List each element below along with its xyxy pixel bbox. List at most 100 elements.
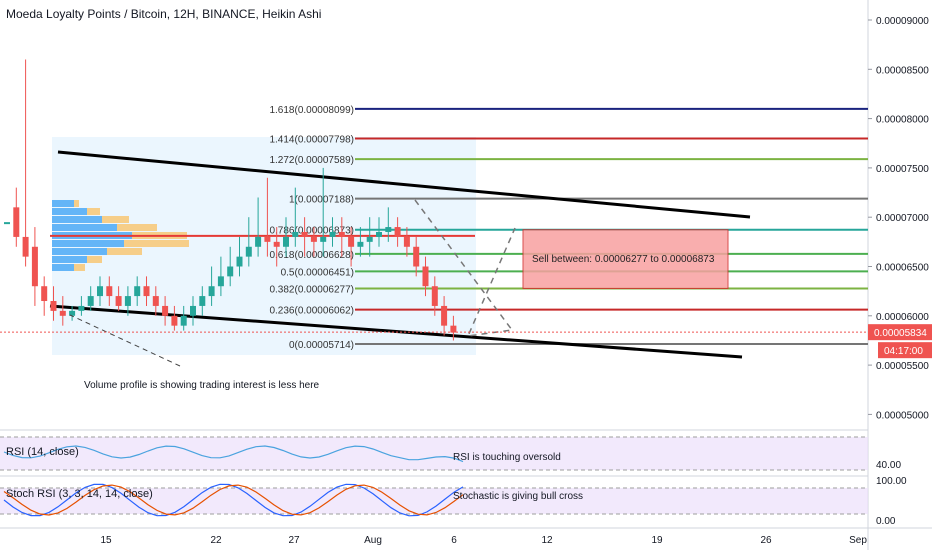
candle-body [134,286,141,297]
candle-body [348,236,355,247]
sell-zone-box [522,229,729,289]
fib-level-label: 0.786(0.00006873) [269,226,354,237]
fib-level-label: 0.236(0.00006062) [269,306,354,317]
time-tick-label: Aug [364,535,382,546]
candle-body [69,310,76,316]
price-tick-label: 0.00006000 [876,312,929,323]
volume-profile-bar [124,240,189,247]
candle-body [283,236,289,247]
volume-profile-bar [52,224,117,231]
candle-body [310,236,317,242]
time-tick-label: 26 [760,535,772,546]
candle-body [450,325,457,333]
candle-body [422,266,429,287]
last-price-tag [868,324,932,341]
candle-body [385,227,392,232]
candle-body [106,286,113,297]
price-tick-label: 0.00006500 [876,263,929,274]
candle-body [273,241,280,247]
time-tick-label: 22 [210,535,222,546]
volume-profile-bar [52,264,74,271]
fib-level-label: 0.382(0.00006277) [269,284,354,295]
volume-profile-bar [117,224,157,231]
candle-body [208,286,215,297]
candle-body [376,231,382,237]
candle-body [78,305,85,311]
candle-body [143,286,150,297]
channel-upper-line [57,150,751,219]
candle-body [171,315,178,326]
volume-profile-bar [102,216,129,223]
stoch-band [0,488,868,514]
fib-level-label: 0.618(0.00006628) [269,250,354,261]
candle-body [180,315,187,326]
candle-body [338,231,345,237]
volume-profile-bar [52,208,87,215]
candle-body [357,241,364,247]
price-tick-label: 0.00005500 [876,361,929,372]
time-tick-label: 27 [288,535,300,546]
candle-body [190,305,196,316]
sell-zone-label: Sell between: 0.00006277 to 0.00006873 [532,254,715,265]
rsi-line [3,445,464,463]
candle-body [431,286,438,306]
candle-body [59,310,66,316]
candle-body [97,286,103,297]
volume-profile-bar [52,200,74,207]
volume-profile-bar [74,200,79,207]
candle-body [301,231,308,237]
candle-body [394,227,401,237]
countdown-label: 04:17:00 [884,346,923,357]
candle-body [152,296,159,306]
candle-body [217,276,224,287]
candle-body [31,246,38,287]
fib-level-label: 0(0.00005714) [289,340,354,351]
candle-body [115,296,122,306]
candle-body [366,236,373,242]
candle-body [22,236,29,257]
time-tick-label: 6 [451,535,457,546]
candle-body [162,305,169,316]
candle-body [320,236,327,242]
chart-title: Moeda Loyalty Points / Bitcoin, 12H, BIN… [6,7,322,21]
candle-body [403,236,410,247]
candle-body [292,231,299,237]
note-arrow [69,314,181,367]
candle-body [87,296,94,306]
candle-body [13,207,20,237]
stoch-d-line [3,484,464,516]
fib-level-label: 1.272(0.00007589) [269,155,354,166]
rsi-note: RSI is touching oversold [453,452,561,463]
price-tick-label: 0.00005000 [876,410,929,421]
time-tick-label: 19 [651,535,663,546]
volume-profile-bar [87,208,100,215]
projection-path [414,199,516,337]
rsi-axis-label: 40.00 [876,460,901,471]
volume-profile-bar [107,248,142,255]
price-tick-label: 0.00007500 [876,164,929,175]
price-tick-label: 0.00009000 [876,16,929,27]
time-tick-label: Sep [849,535,867,546]
time-tick-label: 12 [541,535,553,546]
candle-body [41,286,48,302]
volume-profile-bar [52,216,102,223]
candle-body [199,296,206,306]
stoch-k-line [3,483,464,517]
candle-body [441,305,448,326]
time-tick-label: 15 [100,535,112,546]
fib-level-label: 0.5(0.00006451) [281,267,354,278]
price-tick-label: 0.00008000 [876,115,929,126]
fib-level-label: 1.414(0.00007798) [269,135,354,146]
candle-body [245,246,252,257]
fib-level-label: 1(0.00007188) [289,195,354,206]
volume-profile-bar [52,248,107,255]
candle-body [264,236,271,242]
candle-body [236,256,243,267]
price-tick-label: 0.00007000 [876,213,929,224]
candle-body [50,301,57,311]
stoch-label: Stoch RSI (3, 3, 14, 14, close) [6,488,153,500]
price-tick-label: 0.00008500 [876,65,929,76]
rsi-label: RSI (14, close) [6,446,79,458]
